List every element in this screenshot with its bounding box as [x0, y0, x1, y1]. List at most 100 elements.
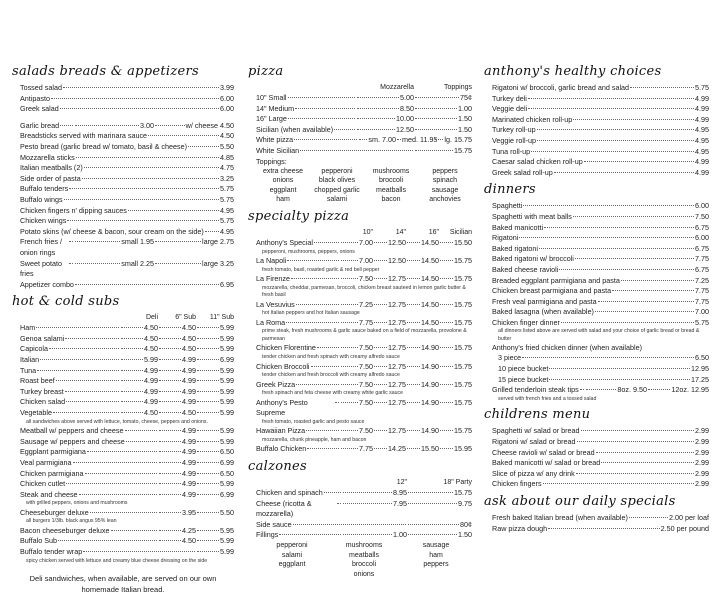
price-cell: 4.50	[158, 323, 196, 334]
item-price: 7.00	[359, 256, 373, 266]
price-cell: 6.99	[196, 490, 234, 501]
dot-leader	[287, 260, 339, 262]
item-name: Turkey breast	[20, 386, 64, 396]
item-price: 14.90	[421, 426, 439, 436]
menu-item: Cheeseburger deluxe 3.95 5.50	[20, 508, 234, 519]
price-cell: 5.99	[196, 536, 234, 547]
item-description: spicy chicken served with lettuce and cr…	[26, 557, 208, 564]
item-price: 6.75	[695, 222, 709, 232]
menu-item: Side order of pasta 3.25	[20, 174, 234, 185]
item-price: 80¢	[460, 519, 472, 529]
price-column-headers: Mozzarella Toppings	[256, 83, 472, 93]
price-cell: 7.75	[340, 318, 373, 329]
item-price: 14.90	[421, 397, 439, 407]
menu-section: anthony's healthy choices Rigatoni w/ bro…	[484, 64, 709, 178]
menu-section: specialty pizza 10" 14" 16" Sicilian Anthony'…	[248, 209, 472, 455]
dot-leader	[341, 430, 358, 432]
price-cell: 14.50	[406, 238, 439, 249]
dot-leader	[407, 401, 420, 403]
item-name: Spaghetti	[492, 201, 523, 211]
dot-leader	[620, 279, 694, 281]
price-cell: 12.75	[373, 426, 406, 437]
dot-leader	[536, 139, 694, 141]
dot-leader	[628, 516, 669, 518]
item-price: 6.00	[695, 233, 709, 243]
item-price: 5.99	[220, 323, 234, 333]
option-item: black olives	[318, 177, 356, 185]
item-price: 3.95	[182, 507, 196, 517]
menu-item: Turkey breast 4.99 4.99 5.99	[20, 387, 234, 398]
menu-item: 3 piece 6.50	[492, 353, 709, 364]
item-price: 4.99	[144, 376, 158, 386]
item-price: 5.75	[695, 83, 709, 92]
dot-leader	[159, 451, 181, 453]
option-item: spinach	[432, 177, 458, 185]
option-item: salami	[326, 196, 348, 204]
menu-item: Slice of pizza w/ any drink 2.99	[492, 469, 709, 480]
item-price: 7.50	[359, 361, 373, 371]
dot-leader	[197, 451, 219, 453]
item-price: 12.75	[388, 379, 406, 389]
item-name: 15 piece bucket	[498, 374, 549, 384]
item-price: 5.95	[220, 525, 234, 535]
menu-item: Chicken fingers n' dipping sauces 4.95	[20, 206, 234, 217]
dot-leader	[197, 493, 219, 495]
dot-leader	[36, 327, 119, 329]
price-cell: large 3.25	[154, 259, 234, 270]
dot-leader	[374, 321, 387, 323]
price-cell: 14.50	[406, 300, 439, 311]
dot-leader	[159, 390, 181, 392]
item-price: 6.50	[220, 468, 234, 478]
dot-leader	[359, 139, 368, 141]
price-cell: 15.75	[439, 398, 472, 409]
price-cell: 6.00	[695, 233, 709, 244]
section-items: 12" 18" Party Chicken and spinach 8.95 15.75…	[248, 478, 472, 579]
menu-item: White pizza sm. 7.00 med. 11.95 lg. 15.75	[256, 135, 472, 146]
price-cell: 4.50	[158, 334, 196, 345]
dot-leader	[121, 327, 143, 329]
item-name: Chicken Broccoli	[256, 361, 310, 371]
price-cell: 5.75	[695, 318, 709, 329]
item-price: 5.99	[220, 536, 234, 546]
dot-leader	[197, 430, 219, 432]
dot-leader	[519, 237, 694, 239]
item-price: 4.99	[182, 376, 196, 386]
menu-item: Chicken finger dinner 5.75	[492, 318, 709, 329]
price-column-headers: Deli 6" Sub 11" Sub	[20, 313, 234, 323]
dot-leader	[148, 135, 219, 137]
price-column-headers: 12" 18" Party	[256, 478, 472, 488]
dot-leader	[572, 215, 694, 217]
price-cell: large 2.75	[154, 237, 234, 248]
menu-item: Garlic bread 3.00 w/ cheese 4.50	[20, 121, 234, 132]
item-name: White pizza	[256, 135, 294, 145]
dot-leader	[341, 448, 358, 450]
item-price: 7.50	[359, 397, 373, 407]
option-item: chopped garlic	[314, 186, 360, 194]
dot-leader	[155, 124, 185, 126]
menu-section: ask about our daily specials Fresh baked …	[484, 494, 709, 534]
item-price: 12.75	[388, 426, 406, 436]
option-item	[256, 570, 328, 580]
price-cell: 7.50	[695, 212, 709, 223]
menu-item: Marinated chicken roll-up 4.99	[492, 115, 709, 126]
menu-item: La Firenze 7.50 12.75 14.50 15.75	[256, 274, 472, 285]
menu-item: Cheese (ricotta & mozzarella) 7.95 9.75	[256, 499, 472, 520]
price-cell: 5.75	[220, 216, 234, 227]
menu-item: Grilled tenderloin steak tips 8oz. 9.50 12…	[492, 385, 709, 396]
item-description: all sandwiches above served with lettuce…	[26, 418, 208, 425]
dot-leader	[374, 241, 387, 243]
item-name: Sweet potato fries	[20, 258, 62, 279]
price-cell: 5.75	[695, 83, 709, 94]
dot-leader	[159, 493, 181, 495]
item-price: 7.00	[359, 237, 373, 247]
dot-leader	[124, 430, 157, 432]
price-cell: 7.50	[340, 426, 373, 437]
dot-leader	[159, 461, 181, 463]
dot-leader	[580, 430, 694, 432]
menu-item: Fresh baked Italian bread (when availabl…	[492, 513, 709, 524]
item-price: 6.75	[695, 264, 709, 274]
price-column-header: Mozzarella	[380, 84, 414, 91]
price-cell: 5.99	[196, 426, 234, 437]
dot-leader	[573, 118, 694, 120]
section-heading: specialty pizza	[248, 208, 350, 224]
